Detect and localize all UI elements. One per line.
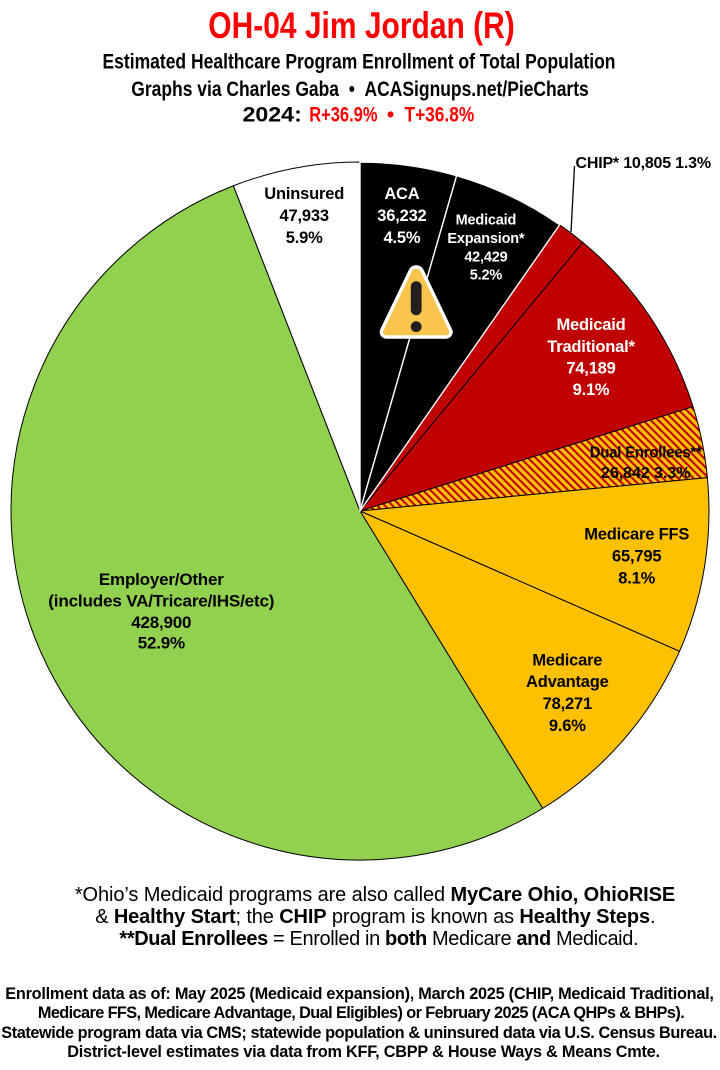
svg-text:ACA: ACA: [384, 185, 419, 203]
svg-text:Dual Enrollees**: Dual Enrollees**: [590, 445, 703, 462]
svg-text:T+36.8%: T+36.8%: [405, 104, 475, 127]
svg-text:Uninsured: Uninsured: [264, 185, 344, 203]
svg-text:(includes VA/Tricare/IHS/etc): (includes VA/Tricare/IHS/etc): [48, 592, 274, 611]
svg-text:Medicaid: Medicaid: [556, 316, 625, 334]
svg-text:R+36.9%: R+36.9%: [309, 104, 378, 127]
svg-text:47,933: 47,933: [280, 207, 329, 225]
svg-text:9.1%: 9.1%: [573, 381, 610, 399]
svg-text:74,189: 74,189: [566, 360, 615, 378]
svg-text:Medicare FFS: Medicare FFS: [584, 526, 689, 544]
svg-text:428,900: 428,900: [131, 613, 191, 632]
svg-text:•: •: [387, 104, 394, 127]
svg-text:Employer/Other: Employer/Other: [99, 570, 224, 589]
svg-text:5.9%: 5.9%: [286, 229, 323, 247]
svg-text:65,795: 65,795: [612, 548, 661, 566]
svg-text:9.6%: 9.6%: [549, 717, 586, 735]
svg-text:8.1%: 8.1%: [618, 569, 655, 587]
svg-text:OH-04 Jim Jordan (R): OH-04 Jim Jordan (R): [208, 5, 515, 46]
svg-text:Advantage: Advantage: [526, 673, 609, 691]
svg-text:Medicare: Medicare: [532, 652, 602, 670]
svg-text:Expansion*: Expansion*: [447, 231, 525, 247]
svg-text:Traditional*: Traditional*: [547, 338, 635, 356]
svg-text:26,842 3.3%: 26,842 3.3%: [601, 465, 691, 482]
svg-text:78,271: 78,271: [543, 695, 592, 713]
svg-text:Medicaid: Medicaid: [456, 213, 516, 229]
svg-text:5.2%: 5.2%: [470, 268, 503, 284]
svg-text:Graphs via Charles Gaba • AC: Graphs via Charles Gaba • ACASignups.net…: [131, 78, 589, 101]
svg-text:2024:: 2024:: [243, 104, 302, 127]
svg-text:4.5%: 4.5%: [383, 229, 420, 247]
svg-text:42,429: 42,429: [464, 249, 507, 265]
svg-text:36,232: 36,232: [377, 207, 426, 225]
svg-text:52.9%: 52.9%: [138, 634, 185, 653]
svg-text:CHIP* 10,805 1.3%: CHIP* 10,805 1.3%: [576, 155, 711, 172]
svg-text:Estimated Healthcare Program E: Estimated Healthcare Program Enrollment …: [103, 51, 616, 74]
